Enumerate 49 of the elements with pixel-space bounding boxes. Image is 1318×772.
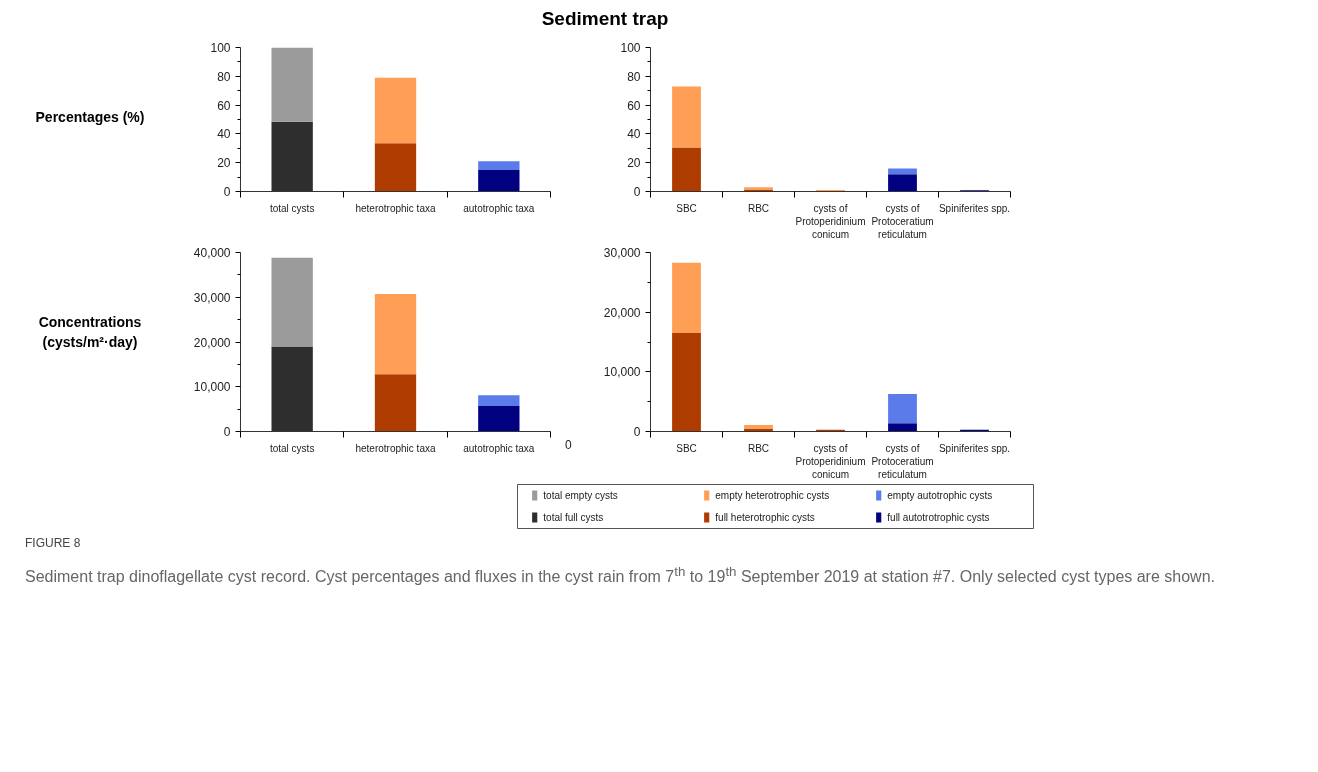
legend-label: empty heterotrophic cysts (715, 490, 830, 502)
legend-label: empty autotrophic cysts (887, 490, 993, 502)
x-tick-label: autotrophic taxa (463, 442, 535, 454)
y-tick-label: 10,000 (193, 380, 231, 395)
y-tick-label: 100 (620, 41, 641, 56)
x-tick-label: cysts of Protoperidinium conicum (795, 202, 866, 241)
y-tick-label: 60 (627, 98, 641, 113)
y-tick-label: 20 (627, 156, 641, 171)
y-tick-label: 60 (217, 98, 231, 113)
y-tick-label: 10,000 (603, 365, 641, 380)
x-tick-label: cysts of Protoceratium reticulatum (871, 202, 934, 241)
text: Sediment trap (541, 7, 669, 31)
x-tick-label: cysts of Protoceratium reticulatum (871, 442, 934, 481)
y-tick-label: 0 (633, 185, 641, 200)
y-tick-label: 20,000 (193, 335, 231, 350)
y-tick-label: 100 (210, 41, 231, 56)
x-tick-label: autotrophic taxa (463, 202, 535, 214)
y-tick-label: 30,000 (193, 290, 231, 305)
y-tick-label: 0 (223, 425, 231, 440)
x-tick-label: Spiniferites spp. (938, 202, 1011, 214)
x-tick-label: total cysts (269, 202, 315, 214)
y-tick-label: 0 (223, 185, 231, 200)
y-tick-label: 40 (627, 127, 641, 142)
y-tick-label: 20,000 (603, 305, 641, 320)
text: 0 (565, 437, 572, 455)
x-tick-label: cysts of Protoperidinium conicum (795, 442, 866, 481)
y-tick-label: 80 (217, 69, 231, 84)
text: Sediment trap dinoflagellate cyst record. Cyst percentages and fluxes in the cyst rain from 7$^{th}$ to 19$^{th}$ September 2019 at station #7. Only selected cyst types are shown. (25, 563, 1215, 588)
x-tick-label: total cysts (269, 442, 315, 454)
x-tick-label: SBC (676, 202, 697, 214)
y-axis-title: Concentrations (cysts/m²·day) (38, 313, 142, 353)
legend-label: full autotrotrophic cysts (887, 512, 990, 524)
legend-label: full heterotrophic cysts (715, 512, 815, 524)
x-tick-label: heterotrophic taxa (355, 442, 436, 454)
x-tick-label: SBC (676, 442, 697, 454)
x-tick-label: RBC (747, 202, 770, 214)
y-axis-title: Percentages (%) (35, 108, 145, 128)
y-tick-label: 20 (217, 156, 231, 171)
x-tick-label: Spiniferites spp. (938, 442, 1011, 454)
caption: FIGURE 8 (25, 535, 81, 553)
legend-label: total empty cysts (543, 490, 618, 502)
legend-label: total full cysts (543, 512, 604, 524)
y-tick-label: 40,000 (193, 246, 231, 261)
y-tick-label: 40 (217, 127, 231, 142)
y-tick-label: 30,000 (603, 246, 641, 261)
y-tick-label: 0 (633, 425, 641, 440)
x-tick-label: RBC (747, 442, 770, 454)
y-tick-label: 80 (627, 69, 641, 84)
x-tick-label: heterotrophic taxa (355, 202, 436, 214)
